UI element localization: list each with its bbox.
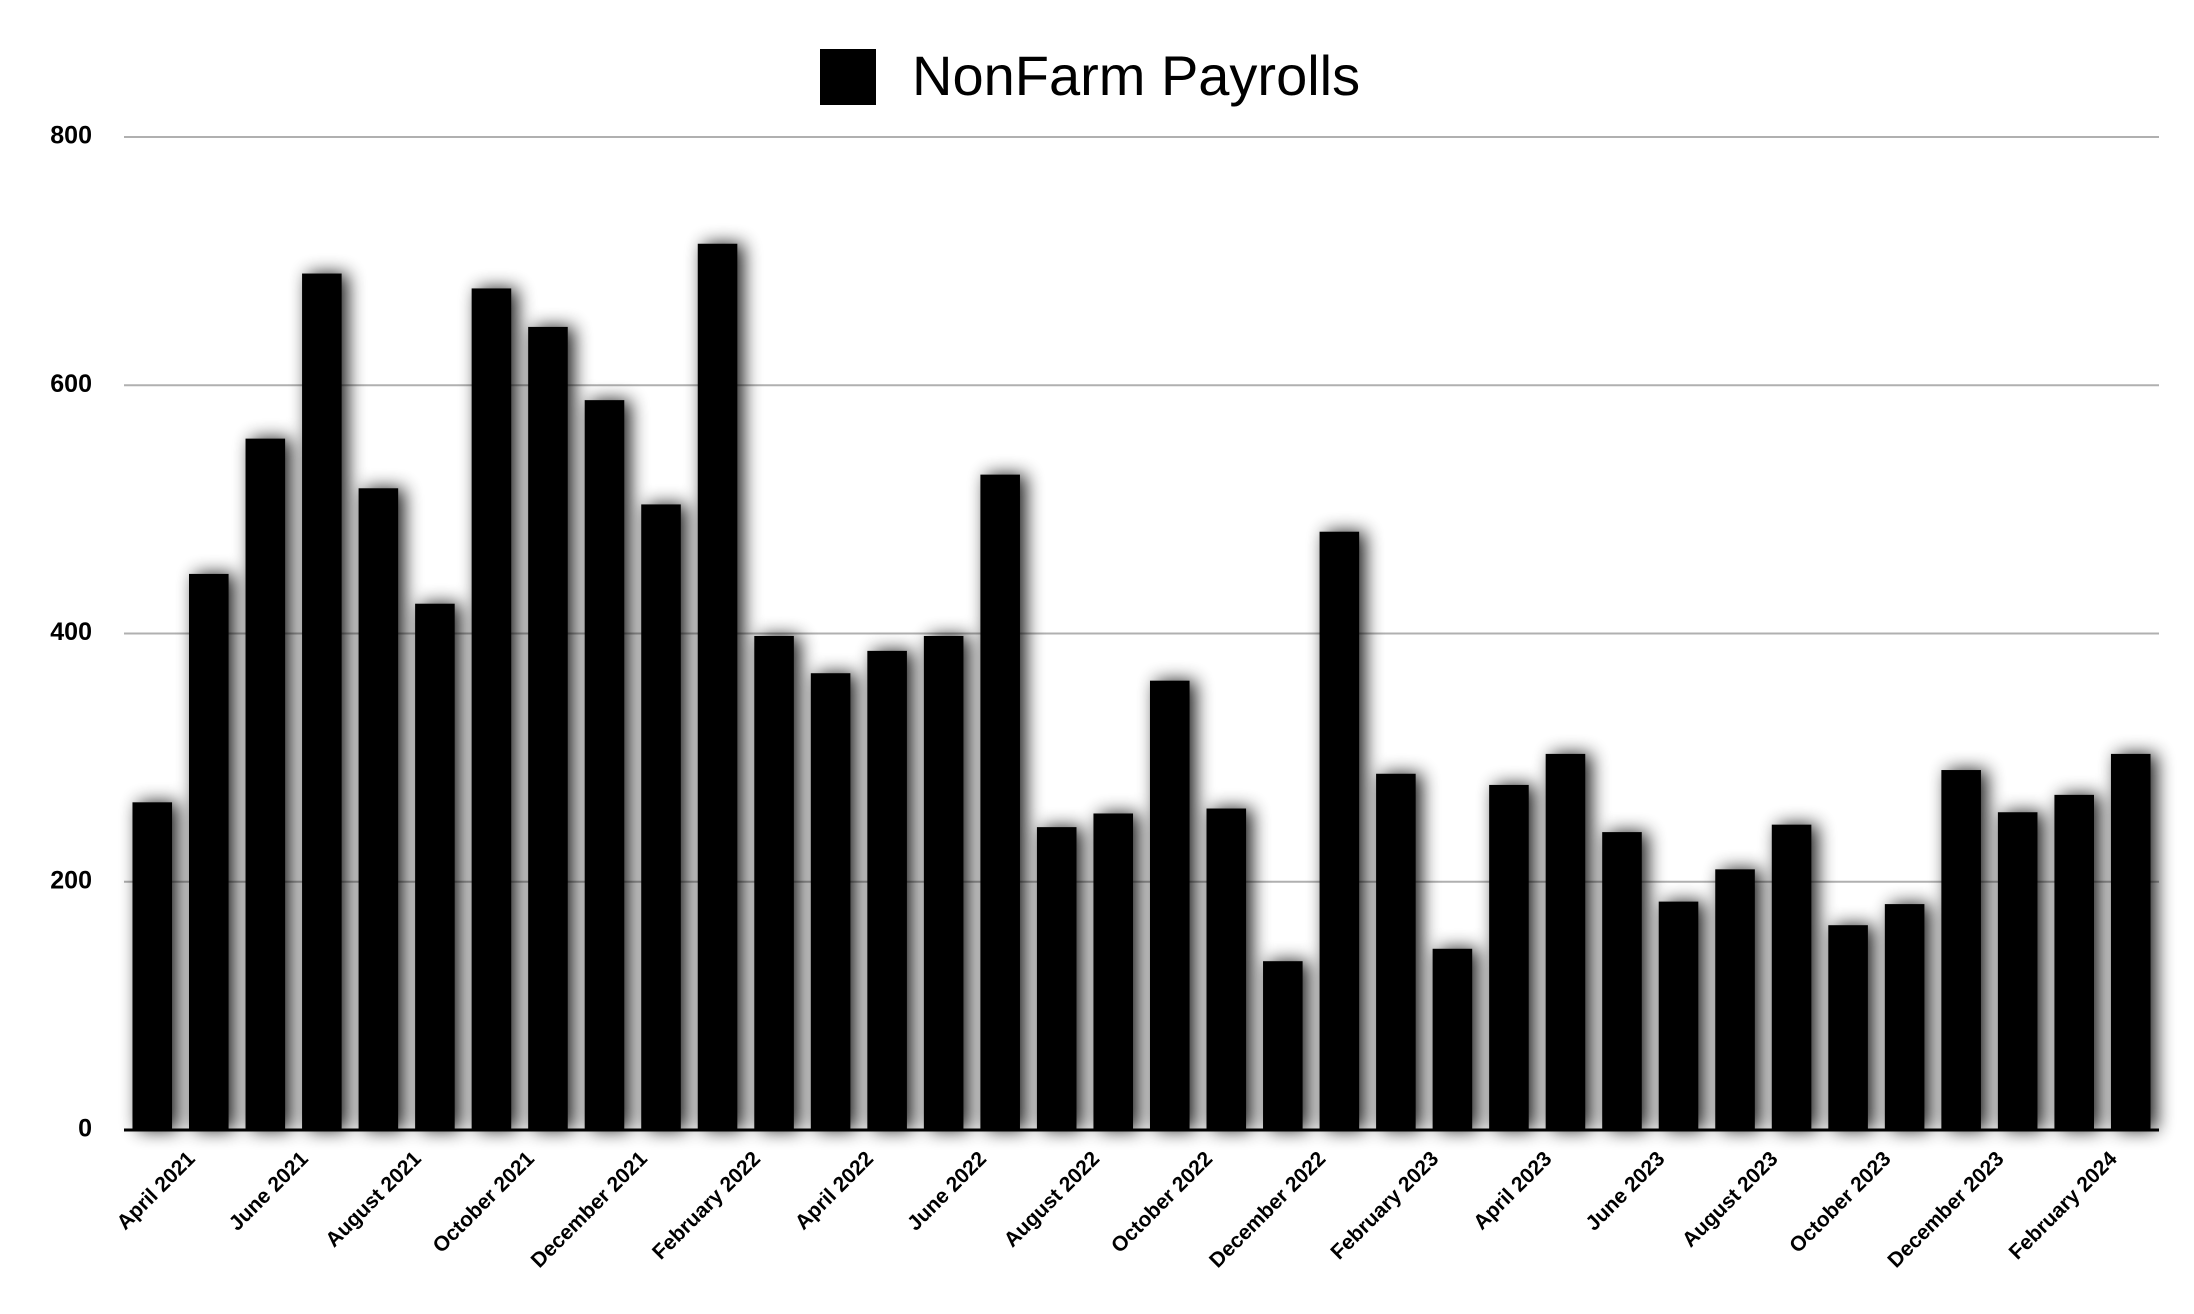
bar xyxy=(1545,753,1586,1130)
bar xyxy=(1489,784,1529,1130)
legend-swatch xyxy=(820,49,876,105)
bar xyxy=(132,802,173,1130)
x-tick-label: October 2023 xyxy=(1785,1147,1895,1257)
bar xyxy=(923,635,964,1130)
bars xyxy=(132,243,2151,1131)
bar xyxy=(1828,925,1868,1130)
bar xyxy=(1941,770,1981,1130)
bar xyxy=(1319,531,1360,1130)
x-tick-label: February 2024 xyxy=(2005,1147,2122,1264)
x-tick-label: August 2022 xyxy=(1000,1147,1105,1252)
x-tick-label: October 2022 xyxy=(1107,1147,1217,1257)
x-tick-label: December 2023 xyxy=(1883,1147,2008,1272)
bar xyxy=(1432,948,1473,1130)
bar xyxy=(1149,680,1190,1130)
y-tick-label: 800 xyxy=(50,122,92,150)
bar xyxy=(1206,808,1247,1130)
bar xyxy=(697,243,738,1130)
bar xyxy=(415,603,455,1130)
bar xyxy=(471,288,512,1130)
bar xyxy=(1715,869,1755,1130)
bar xyxy=(2054,794,2094,1130)
x-tick-label: June 2023 xyxy=(1581,1147,1669,1235)
x-tick-label: April 2021 xyxy=(112,1147,199,1234)
x-tick-label: June 2021 xyxy=(225,1147,313,1235)
x-tick-label: August 2021 xyxy=(321,1147,426,1252)
y-tick-label: 400 xyxy=(50,618,92,646)
bar xyxy=(1884,904,1925,1130)
bar xyxy=(1602,832,1642,1130)
bar xyxy=(1658,901,1699,1130)
bar xyxy=(1997,812,2038,1130)
bar xyxy=(528,326,568,1130)
x-tick-label: April 2023 xyxy=(1469,1147,1556,1234)
x-tick-label: December 2022 xyxy=(1205,1147,1330,1272)
bar xyxy=(584,400,625,1130)
bar xyxy=(302,273,342,1131)
bar xyxy=(980,474,1020,1130)
x-tick-label: February 2023 xyxy=(1326,1147,1443,1264)
x-tick-label: February 2022 xyxy=(648,1147,765,1264)
bar xyxy=(1036,827,1077,1130)
legend-label: NonFarm Payrolls xyxy=(912,44,1360,107)
bar xyxy=(867,650,907,1130)
y-tick-label: 0 xyxy=(78,1115,92,1143)
x-tick-label: August 2023 xyxy=(1678,1147,1783,1252)
x-tick-label: April 2022 xyxy=(791,1147,878,1234)
bar xyxy=(189,573,229,1130)
x-tick-label: December 2021 xyxy=(527,1147,652,1272)
bar xyxy=(641,504,681,1130)
bar xyxy=(1263,961,1303,1130)
bar xyxy=(1093,813,1134,1130)
bar xyxy=(358,488,399,1130)
x-tick-label: October 2021 xyxy=(429,1147,540,1258)
bar xyxy=(1376,773,1416,1130)
x-tick-label: June 2022 xyxy=(903,1147,991,1235)
bar xyxy=(245,438,286,1130)
bar xyxy=(810,673,851,1130)
bar xyxy=(754,635,794,1130)
bar xyxy=(1771,824,1812,1130)
y-tick-label: 200 xyxy=(50,866,92,894)
y-tick-label: 600 xyxy=(50,370,92,398)
bar xyxy=(2110,753,2151,1130)
